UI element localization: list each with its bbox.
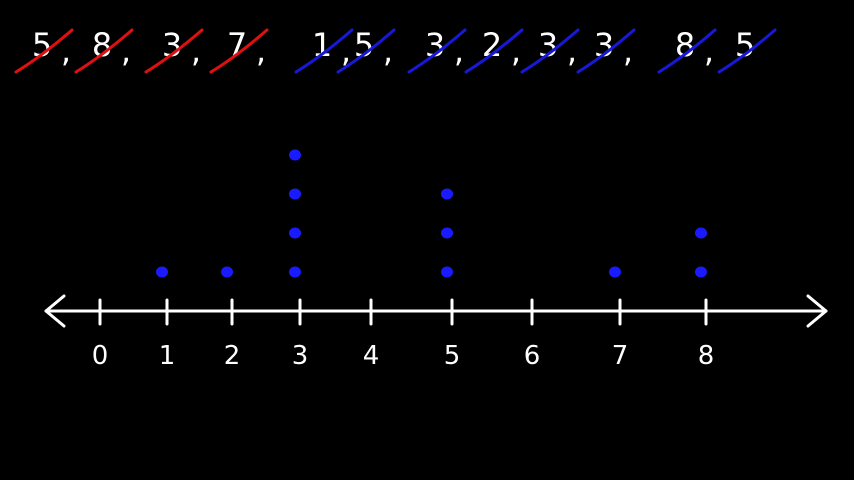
comma-separator: , — [61, 32, 71, 70]
comma-separator: , — [454, 32, 464, 70]
tick-label: 2 — [224, 341, 241, 371]
comma-separator: , — [511, 32, 521, 70]
axis-ticks: 0 1 2 3 4 5 6 7 8 — [92, 298, 715, 371]
strike-mark — [294, 28, 354, 74]
data-value: 7 — [227, 26, 247, 64]
comma-separator: , — [623, 32, 633, 70]
comma-separator: , — [121, 32, 131, 70]
data-value: 3 — [538, 26, 558, 64]
dot-mark — [289, 149, 301, 161]
tick-label: 8 — [698, 341, 715, 371]
comma-separator: , — [383, 32, 393, 70]
data-value: 3 — [425, 26, 445, 64]
data-value: 5 — [735, 26, 755, 64]
dot-mark — [289, 227, 301, 239]
strike-mark — [14, 28, 74, 74]
number-line — [44, 294, 828, 328]
strike-mark — [576, 28, 636, 74]
left-arrow-icon — [44, 294, 66, 328]
strike-mark — [407, 28, 467, 74]
data-value: 3 — [594, 26, 614, 64]
data-value: 5 — [354, 26, 374, 64]
strike-mark — [464, 28, 524, 74]
tick-label: 1 — [159, 341, 176, 371]
strike-mark — [657, 28, 717, 74]
data-value: 5 — [32, 26, 52, 64]
dot-mark — [695, 266, 707, 278]
data-value: 8 — [92, 26, 112, 64]
dot-mark — [695, 227, 707, 239]
data-value: 8 — [675, 26, 695, 64]
data-list: 5,8,3,7,1,5,3,2,3,3,8,5 — [32, 26, 755, 70]
tick-label: 6 — [524, 341, 541, 371]
comma-separator: , — [256, 32, 266, 70]
dot-mark — [289, 266, 301, 278]
dot-mark — [156, 266, 168, 278]
tick-label: 7 — [612, 341, 629, 371]
dot-mark — [441, 227, 453, 239]
right-arrow-icon — [806, 294, 828, 328]
tick-label: 3 — [292, 341, 309, 371]
comma-separator: , — [567, 32, 577, 70]
comma-separator: , — [191, 32, 201, 70]
strike-mark — [717, 28, 777, 74]
tick-label: 5 — [444, 341, 461, 371]
strike-mark — [144, 28, 204, 74]
dot-marks — [156, 149, 707, 278]
data-value: 2 — [482, 26, 502, 64]
dot-mark — [289, 188, 301, 200]
dot-mark — [609, 266, 621, 278]
data-value: 1 — [312, 26, 332, 64]
dot-mark — [221, 266, 233, 278]
comma-separator: , — [341, 32, 351, 70]
strike-mark — [336, 28, 396, 74]
dot-mark — [441, 266, 453, 278]
tick-label: 0 — [92, 341, 109, 371]
dot-mark — [441, 188, 453, 200]
tick-label: 4 — [363, 341, 380, 371]
comma-separator: , — [704, 32, 714, 70]
strike-marks — [14, 28, 777, 74]
strike-mark — [209, 28, 269, 74]
strike-mark — [520, 28, 580, 74]
strike-mark — [74, 28, 134, 74]
data-value: 3 — [162, 26, 182, 64]
